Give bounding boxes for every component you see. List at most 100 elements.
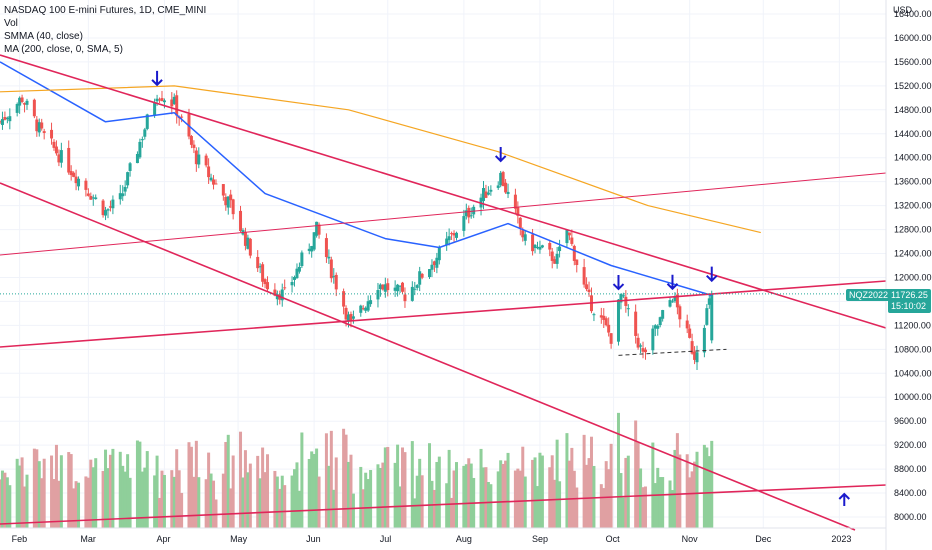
volume-bar	[0, 470, 4, 528]
ma-indicator-label[interactable]: MA (200, close, 0, SMA, 5)	[4, 44, 123, 55]
candle-body	[89, 196, 93, 200]
candle-body	[207, 166, 211, 178]
candle-body	[432, 261, 436, 266]
volume-bar	[582, 434, 586, 528]
candle-body	[25, 100, 29, 105]
candle-body	[327, 256, 331, 259]
candle-body	[344, 307, 348, 320]
candle-body	[673, 296, 677, 302]
candle-body	[462, 216, 466, 231]
volume-bar	[599, 484, 603, 528]
volume-bar	[175, 449, 179, 528]
smma-indicator-label[interactable]: SMMA (40, close)	[4, 31, 83, 42]
candle-body	[194, 150, 198, 165]
candle-body	[243, 231, 247, 246]
volume-bar	[538, 452, 542, 528]
symbol-title[interactable]: NASDAQ 100 E-mini Futures, 1D, CME_MINI	[4, 5, 207, 16]
candle-body	[170, 99, 174, 107]
volume-bar	[89, 459, 93, 528]
volume-bar	[548, 467, 552, 528]
volume-bar	[705, 447, 709, 528]
volume-bar	[155, 455, 159, 528]
volume-bar	[523, 476, 527, 528]
volume-bar	[454, 462, 458, 528]
y-tick-label: 16000.00	[894, 33, 932, 43]
candle-body	[567, 232, 571, 236]
x-tick-label: Dec	[755, 534, 772, 544]
volume-bar	[72, 488, 76, 528]
candle-body	[67, 147, 71, 173]
volume-bar	[94, 458, 98, 528]
upper-channel-line	[0, 54, 887, 329]
candle-body	[452, 233, 456, 236]
candle-body	[172, 96, 176, 105]
volume-bar	[135, 440, 139, 528]
candle-body	[106, 209, 110, 211]
candle-body	[54, 146, 58, 154]
candle-body	[72, 172, 76, 177]
candle-body	[710, 293, 714, 341]
volume-indicator-label[interactable]: Vol	[4, 18, 18, 29]
candle-body	[621, 295, 625, 297]
y-tick-label: 14800.00	[894, 105, 932, 115]
volume-bar	[241, 477, 245, 528]
volume-bar	[462, 465, 466, 528]
volume-bar	[278, 488, 282, 528]
currency-label: USD	[893, 5, 913, 15]
y-tick-label: 10800.00	[894, 344, 932, 354]
candle-body	[153, 102, 157, 116]
volume-bar	[111, 448, 115, 528]
candle-body	[347, 314, 351, 322]
candle-body	[91, 197, 95, 199]
volume-bar	[501, 463, 505, 528]
candle-body	[364, 307, 368, 311]
volume-bar	[300, 432, 304, 528]
volume-bar	[293, 469, 297, 528]
volume-bar	[221, 473, 225, 528]
volume-bar	[413, 498, 417, 528]
candle-body	[467, 207, 471, 218]
volume-bar	[317, 476, 321, 528]
candle-body	[84, 180, 88, 190]
volume-bar	[369, 470, 373, 528]
volume-bar	[189, 446, 193, 528]
volume-bar	[386, 446, 390, 528]
candle-body	[413, 288, 417, 290]
volume-bar	[334, 457, 338, 528]
candle-body	[518, 217, 522, 229]
volume-bar	[266, 454, 270, 528]
volume-bar	[327, 465, 331, 528]
volume-bar	[246, 472, 250, 528]
volume-bar	[675, 433, 679, 528]
candle-body	[609, 333, 613, 344]
candle-body	[634, 311, 638, 336]
volume-bar	[23, 486, 27, 528]
candle-body	[5, 117, 9, 119]
volume-bar	[18, 465, 22, 528]
volume-bar	[204, 479, 208, 528]
volume-bar	[570, 447, 574, 528]
candle-body	[585, 284, 589, 290]
candle-body	[332, 276, 336, 278]
volume-bar	[496, 471, 500, 528]
volume-bar	[661, 477, 665, 528]
volume-bar	[710, 440, 714, 528]
candle-body	[263, 279, 267, 285]
time-axis: Feb Mar Apr May Jun Jul Aug Sep Oct Nov Dec 2023	[0, 527, 886, 544]
volume-bar	[575, 487, 579, 528]
volume-bar	[310, 451, 314, 528]
volume-bar	[504, 460, 508, 528]
volume-bar	[452, 470, 456, 528]
x-tick-label: May	[230, 534, 248, 544]
volume-bar	[688, 477, 692, 528]
candle-body	[118, 193, 122, 200]
candle-body	[381, 284, 385, 290]
candle-body	[204, 155, 208, 166]
volume-bar	[636, 442, 640, 528]
candle-body	[531, 234, 535, 252]
candle-body	[283, 287, 287, 289]
volume-bar	[74, 481, 78, 528]
candle-body	[40, 122, 44, 129]
candle-body	[533, 244, 537, 249]
